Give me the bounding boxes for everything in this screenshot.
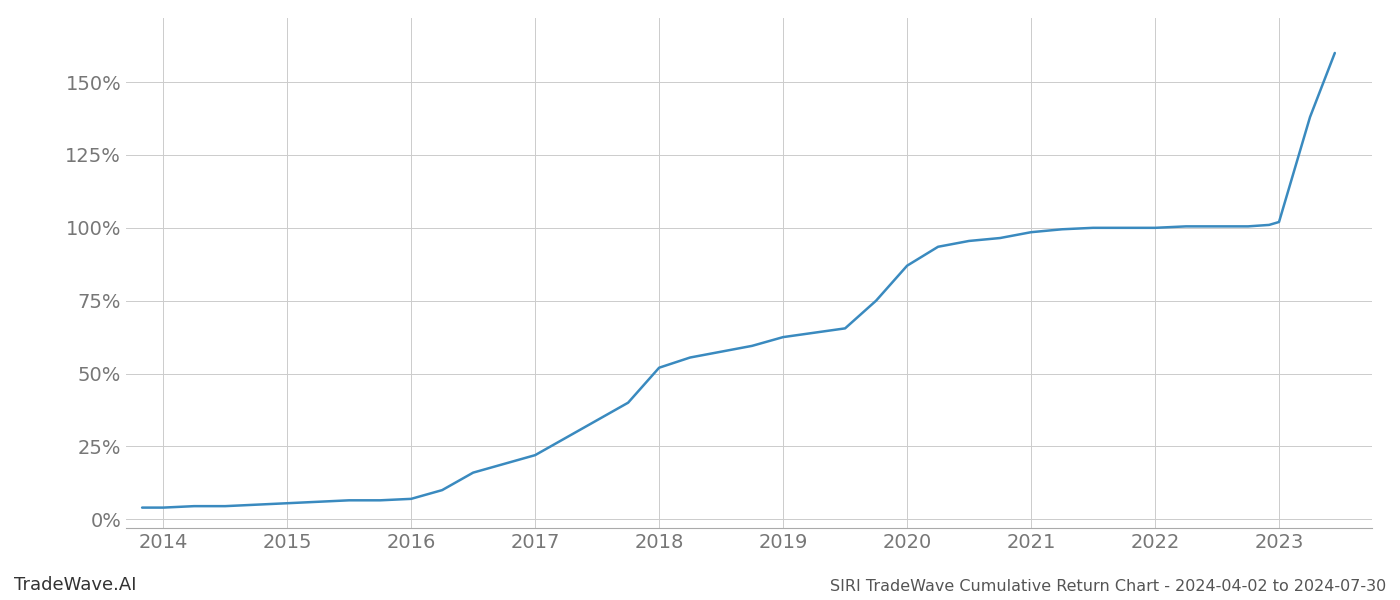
- Text: SIRI TradeWave Cumulative Return Chart - 2024-04-02 to 2024-07-30: SIRI TradeWave Cumulative Return Chart -…: [830, 579, 1386, 594]
- Text: TradeWave.AI: TradeWave.AI: [14, 576, 137, 594]
